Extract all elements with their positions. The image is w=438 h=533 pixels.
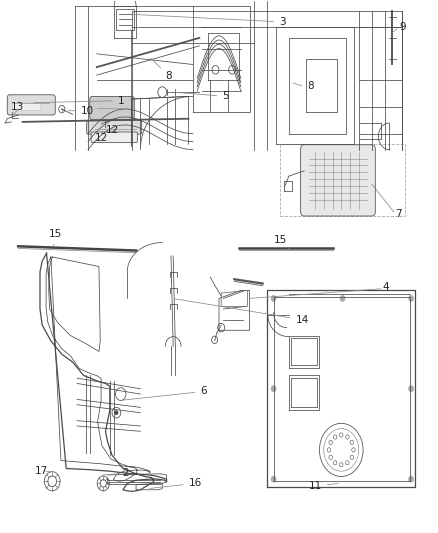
Text: 12: 12	[106, 125, 119, 135]
Circle shape	[271, 476, 276, 482]
Text: 8: 8	[151, 59, 172, 81]
FancyBboxPatch shape	[91, 132, 138, 143]
Text: 10: 10	[68, 106, 94, 116]
FancyBboxPatch shape	[7, 95, 55, 115]
Text: 5: 5	[176, 91, 229, 101]
Text: 13: 13	[11, 102, 24, 112]
Text: 8: 8	[307, 81, 314, 91]
Circle shape	[409, 385, 414, 392]
Circle shape	[271, 295, 276, 302]
FancyBboxPatch shape	[87, 120, 142, 134]
FancyBboxPatch shape	[300, 145, 375, 216]
Text: 4: 4	[382, 282, 389, 292]
Text: 17: 17	[35, 466, 48, 476]
Text: 1: 1	[34, 95, 124, 106]
Circle shape	[340, 295, 345, 302]
FancyBboxPatch shape	[90, 96, 134, 120]
Text: 2: 2	[122, 468, 128, 478]
FancyBboxPatch shape	[13, 103, 41, 110]
Text: 6: 6	[122, 386, 207, 400]
Text: 15: 15	[49, 229, 62, 246]
Text: 12: 12	[95, 132, 112, 143]
Text: 15: 15	[273, 235, 289, 249]
Circle shape	[409, 295, 414, 302]
Text: 7: 7	[395, 209, 401, 220]
Circle shape	[409, 476, 414, 482]
Text: 3: 3	[128, 14, 286, 27]
Circle shape	[271, 385, 276, 392]
Circle shape	[115, 410, 118, 415]
Text: 14: 14	[175, 299, 309, 325]
Bar	[280, 144, 405, 216]
Text: 11: 11	[308, 481, 339, 490]
Text: 9: 9	[399, 22, 406, 33]
Text: 16: 16	[150, 479, 201, 488]
